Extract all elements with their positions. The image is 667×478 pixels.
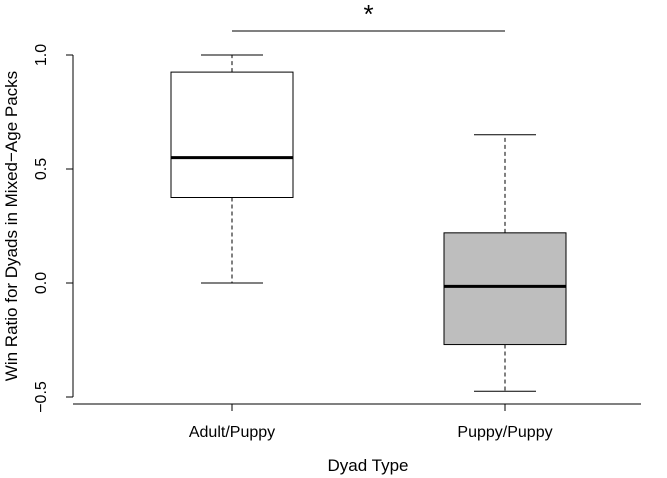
significance-marker: *	[363, 0, 373, 29]
plot-area: −0.5 0.0 0.5 1.0 Adult/Puppy Puppy/Puppy *	[33, 0, 641, 441]
y-tick-label: 1.0	[33, 44, 50, 66]
box-iqr	[443, 232, 567, 346]
x-tick-label: Adult/Puppy	[189, 424, 275, 441]
y-axis-title: Win Ratio for Dyads in Mixed−Age Packs	[2, 71, 21, 381]
x-tick-label: Puppy/Puppy	[457, 424, 552, 441]
y-tick-label: −0.5	[33, 381, 50, 413]
x-axis-title: Dyad Type	[328, 456, 409, 475]
y-tick-label: 0.0	[33, 272, 50, 294]
y-tick-label: 0.5	[33, 158, 50, 180]
box-iqr	[170, 71, 294, 198]
